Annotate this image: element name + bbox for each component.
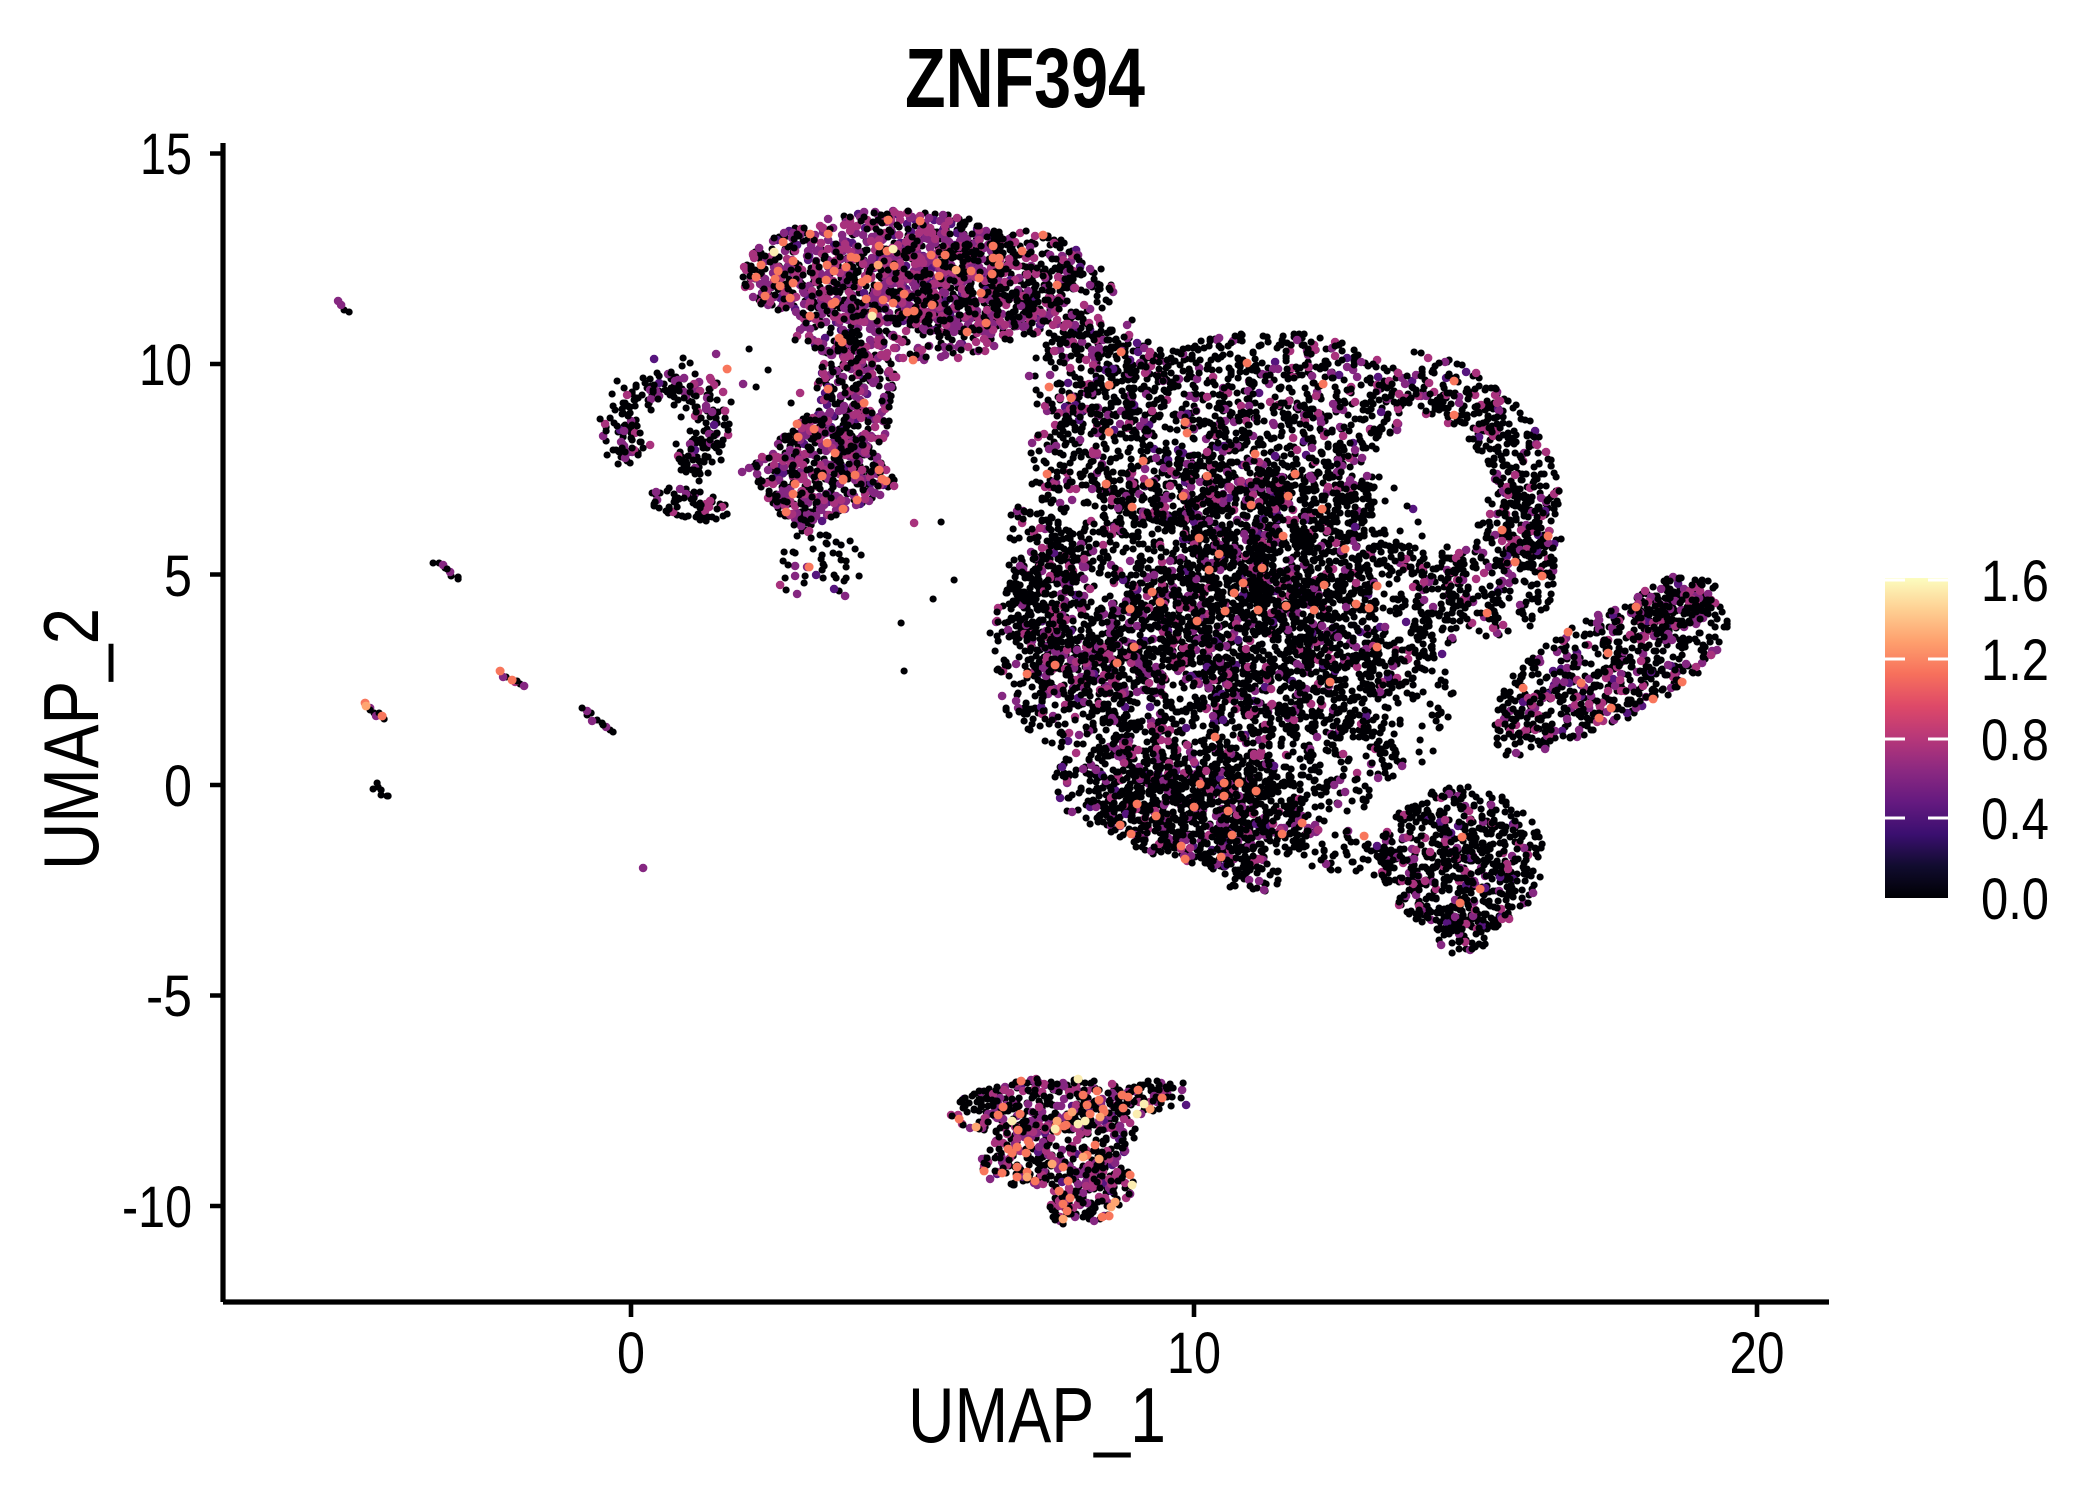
svg-text:0: 0 <box>617 1321 645 1386</box>
svg-text:ZNF394: ZNF394 <box>905 31 1145 125</box>
svg-text:15: 15 <box>140 122 192 187</box>
svg-text:0: 0 <box>164 754 192 819</box>
svg-text:-10: -10 <box>122 1175 192 1240</box>
svg-text:0.0: 0.0 <box>1981 867 2049 932</box>
svg-text:-5: -5 <box>146 964 192 1029</box>
svg-text:0.8: 0.8 <box>1981 708 2049 773</box>
svg-text:1.6: 1.6 <box>1981 549 2049 614</box>
svg-text:20: 20 <box>1730 1321 1785 1386</box>
svg-text:0.4: 0.4 <box>1981 787 2049 852</box>
svg-text:10: 10 <box>139 333 192 398</box>
svg-text:UMAP_2: UMAP_2 <box>27 608 115 870</box>
svg-text:1.2: 1.2 <box>1981 628 2049 693</box>
svg-text:5: 5 <box>164 544 192 609</box>
svg-text:UMAP_1: UMAP_1 <box>908 1371 1166 1459</box>
svg-text:10: 10 <box>1167 1321 1221 1386</box>
